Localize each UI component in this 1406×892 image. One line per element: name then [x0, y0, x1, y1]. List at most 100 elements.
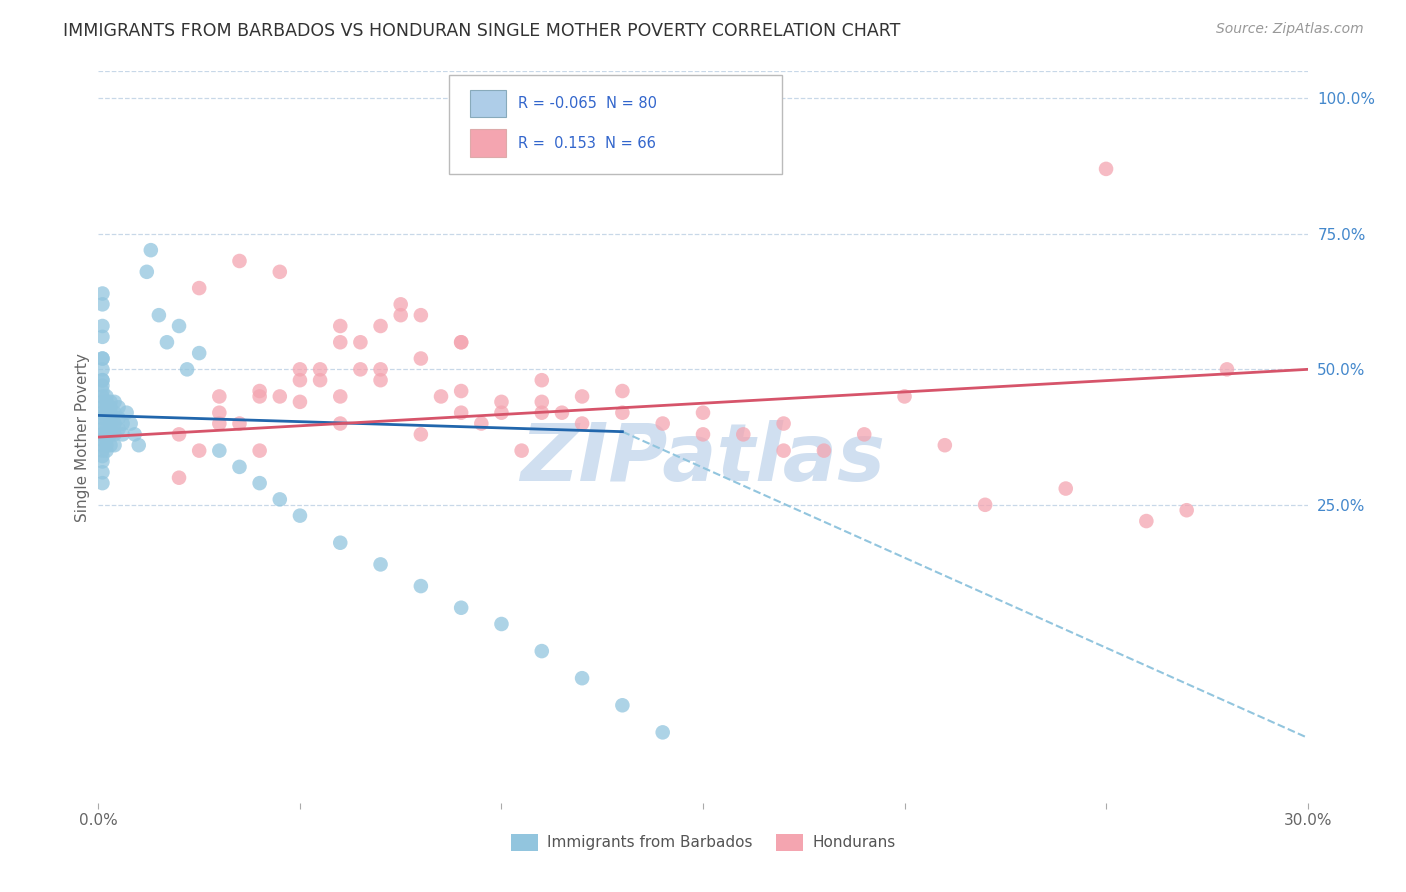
- Point: [188, 346, 211, 360]
- Y-axis label: Single Mother Poverty: Single Mother Poverty: [75, 352, 90, 522]
- Point: [124, 427, 146, 442]
- Point: [96, 443, 118, 458]
- Text: ZIPatlas: ZIPatlas: [520, 420, 886, 498]
- Point: [100, 406, 122, 420]
- Point: [692, 406, 714, 420]
- Point: [651, 417, 673, 431]
- Point: [103, 395, 125, 409]
- Point: [1216, 362, 1239, 376]
- Point: [571, 671, 593, 685]
- Point: [91, 406, 114, 420]
- Point: [91, 330, 114, 344]
- Point: [91, 318, 114, 333]
- Point: [208, 406, 231, 420]
- Point: [91, 411, 114, 425]
- Point: [389, 308, 412, 322]
- Point: [91, 384, 114, 398]
- Point: [91, 395, 114, 409]
- Point: [329, 389, 352, 403]
- Point: [309, 373, 332, 387]
- Point: [96, 422, 118, 436]
- Point: [103, 438, 125, 452]
- Point: [772, 417, 794, 431]
- Point: [370, 318, 392, 333]
- Point: [96, 406, 118, 420]
- Point: [91, 465, 114, 479]
- Point: [107, 411, 129, 425]
- Point: [91, 433, 114, 447]
- Point: [148, 308, 170, 322]
- Point: [107, 422, 129, 436]
- Point: [491, 395, 513, 409]
- Point: [120, 417, 142, 431]
- Point: [288, 362, 311, 376]
- Text: R =  0.153  N = 66: R = 0.153 N = 66: [517, 136, 655, 151]
- Point: [100, 395, 122, 409]
- Point: [430, 389, 453, 403]
- Point: [288, 508, 311, 523]
- Point: [612, 698, 634, 713]
- Point: [249, 443, 271, 458]
- Point: [96, 427, 118, 442]
- Point: [450, 335, 472, 350]
- Point: [228, 417, 250, 431]
- Point: [103, 417, 125, 431]
- Point: [156, 335, 179, 350]
- Point: [813, 443, 835, 458]
- Point: [100, 417, 122, 431]
- Point: [208, 389, 231, 403]
- Point: [571, 417, 593, 431]
- Point: [288, 373, 311, 387]
- Point: [96, 411, 118, 425]
- Point: [91, 389, 114, 403]
- Point: [692, 427, 714, 442]
- Point: [96, 395, 118, 409]
- Point: [1095, 161, 1118, 176]
- Point: [111, 427, 134, 442]
- Point: [111, 417, 134, 431]
- Point: [530, 395, 553, 409]
- Bar: [470, 129, 506, 157]
- Point: [208, 443, 231, 458]
- Point: [934, 438, 956, 452]
- Point: [349, 362, 371, 376]
- Point: [370, 373, 392, 387]
- Point: [288, 395, 311, 409]
- Bar: [470, 90, 506, 118]
- Point: [530, 373, 553, 387]
- Point: [91, 286, 114, 301]
- Legend: Immigrants from Barbados, Hondurans: Immigrants from Barbados, Hondurans: [505, 828, 901, 857]
- Point: [974, 498, 997, 512]
- Point: [269, 492, 291, 507]
- Point: [91, 362, 114, 376]
- Point: [135, 265, 157, 279]
- Point: [100, 438, 122, 452]
- Point: [409, 579, 432, 593]
- Point: [96, 401, 118, 415]
- Point: [91, 476, 114, 491]
- Point: [772, 443, 794, 458]
- Point: [91, 449, 114, 463]
- Point: [100, 411, 122, 425]
- Point: [115, 406, 138, 420]
- Point: [167, 427, 190, 442]
- Point: [269, 389, 291, 403]
- Point: [269, 265, 291, 279]
- Point: [450, 406, 472, 420]
- Point: [228, 254, 250, 268]
- Point: [188, 443, 211, 458]
- Point: [91, 401, 114, 415]
- Point: [1135, 514, 1157, 528]
- Point: [91, 443, 114, 458]
- Point: [107, 401, 129, 415]
- Point: [228, 459, 250, 474]
- Point: [389, 297, 412, 311]
- Point: [470, 417, 492, 431]
- Point: [450, 600, 472, 615]
- Point: [91, 297, 114, 311]
- Text: IMMIGRANTS FROM BARBADOS VS HONDURAN SINGLE MOTHER POVERTY CORRELATION CHART: IMMIGRANTS FROM BARBADOS VS HONDURAN SIN…: [63, 22, 901, 40]
- FancyBboxPatch shape: [449, 75, 782, 174]
- Point: [100, 401, 122, 415]
- Point: [612, 406, 634, 420]
- Text: Source: ZipAtlas.com: Source: ZipAtlas.com: [1216, 22, 1364, 37]
